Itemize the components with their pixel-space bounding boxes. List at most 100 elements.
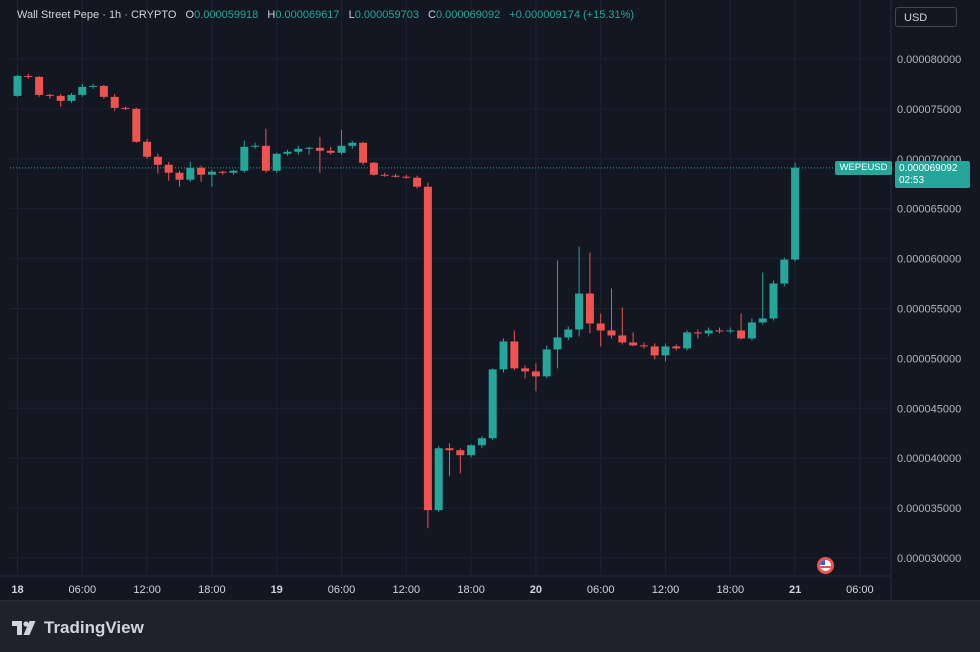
candle-body: [100, 86, 108, 97]
candle-body: [586, 294, 594, 324]
brand-name: TradingView: [44, 618, 144, 638]
candle-body: [424, 187, 432, 510]
candle-body: [435, 448, 443, 510]
candle-body: [608, 330, 616, 335]
x-tick-label: 18:00: [198, 584, 226, 596]
candle-body: [14, 76, 22, 96]
candle-body: [554, 337, 562, 349]
candle-body: [705, 330, 713, 333]
candle-body: [327, 151, 335, 153]
candle-body: [132, 109, 140, 142]
x-tick-label: 12:00: [133, 584, 161, 596]
close-label: C: [428, 9, 436, 21]
candle-body: [543, 349, 551, 376]
candle-body: [165, 165, 173, 173]
y-tick-label: 0.000045000: [897, 403, 961, 415]
candle-body: [456, 450, 464, 455]
candle-body: [46, 95, 54, 96]
candle-body: [694, 332, 702, 333]
candle-body: [500, 341, 508, 369]
high-value: 0.000069617: [275, 9, 339, 21]
candle-body: [57, 96, 65, 101]
candle-body: [273, 154, 281, 171]
candle-body: [640, 345, 648, 346]
candle-body: [791, 168, 799, 260]
x-tick-label: 06:00: [846, 584, 874, 596]
candle-body: [176, 173, 184, 180]
symbol-price-tag: WEPEUSD: [835, 161, 892, 175]
candle-body: [446, 448, 454, 450]
x-tick-label: 21: [789, 584, 801, 596]
candle-body: [564, 329, 572, 337]
candle-body: [359, 143, 367, 163]
us-flag-icon[interactable]: [817, 557, 834, 574]
candle-body: [122, 108, 130, 109]
y-tick-label: 0.000055000: [897, 303, 961, 315]
candle-body: [316, 148, 324, 151]
candle-body: [651, 346, 659, 355]
last-price-tag: 0.000069092 02:53: [895, 161, 970, 188]
candle-body: [89, 86, 97, 87]
y-tick-label: 0.000050000: [897, 353, 961, 365]
x-tick-label: 12:00: [393, 584, 421, 596]
candle-body: [305, 148, 313, 149]
candle-body: [683, 332, 691, 348]
candle-body: [597, 323, 605, 330]
y-tick-label: 0.000060000: [897, 254, 961, 266]
candle-body: [672, 346, 680, 348]
candle-body: [370, 163, 378, 175]
exchange-label: CRYPTO: [131, 9, 176, 21]
candle-body: [262, 146, 270, 171]
candle-body: [402, 177, 410, 178]
candle-body: [716, 330, 724, 331]
candle-body: [240, 147, 248, 171]
footer-bar: TradingView: [0, 600, 980, 652]
candle-body: [510, 341, 518, 368]
candle-body: [770, 284, 778, 319]
tradingview-logo[interactable]: TradingView: [12, 617, 144, 639]
candle-body: [780, 260, 788, 284]
candle-body: [338, 146, 346, 153]
y-tick-label: 0.000040000: [897, 453, 961, 465]
candle-body: [197, 168, 205, 175]
y-tick-label: 0.000035000: [897, 503, 961, 515]
low-value: 0.000059703: [355, 9, 419, 21]
candle-body: [413, 178, 421, 187]
candle-body: [154, 157, 162, 165]
x-tick-label: 06:00: [328, 584, 356, 596]
candle-body: [748, 322, 756, 338]
candle-body: [662, 346, 670, 355]
close-value: 0.000069092: [436, 9, 500, 21]
interval-label[interactable]: 1h: [109, 9, 121, 21]
currency-button[interactable]: USD: [895, 7, 957, 27]
x-tick-label: 20: [530, 584, 542, 596]
x-tick-label: 19: [271, 584, 283, 596]
candle-body: [348, 143, 356, 146]
candle-body: [186, 168, 194, 180]
candle-body: [478, 438, 486, 445]
ohlc-legend: Wall Street Pepe · 1h · CRYPTO O0.000059…: [17, 9, 634, 21]
candle-body: [521, 368, 529, 371]
candle-body: [392, 176, 400, 177]
change-value: +0.000009174 (+15.31%): [509, 9, 634, 21]
candle-body: [230, 171, 238, 173]
candle-body: [143, 142, 151, 157]
candle-body: [467, 445, 475, 455]
last-price-value: 0.000069092: [899, 163, 966, 175]
candle-body: [489, 369, 497, 438]
candle-body: [575, 294, 583, 330]
candle-body: [208, 172, 216, 175]
candle-body: [737, 330, 745, 338]
y-tick-label: 0.000065000: [897, 204, 961, 216]
candle-body: [251, 146, 259, 147]
y-tick-label: 0.000030000: [897, 553, 961, 565]
candle-body: [111, 97, 119, 108]
y-tick-label: 0.000080000: [897, 54, 961, 66]
tradingview-icon: [12, 620, 38, 636]
candle-body: [618, 335, 626, 342]
x-tick-label: 12:00: [652, 584, 680, 596]
candlestick-chart[interactable]: 0.0000800000.0000750000.0000700000.00006…: [0, 0, 980, 600]
candle-body: [35, 77, 43, 95]
x-tick-label: 06:00: [587, 584, 615, 596]
